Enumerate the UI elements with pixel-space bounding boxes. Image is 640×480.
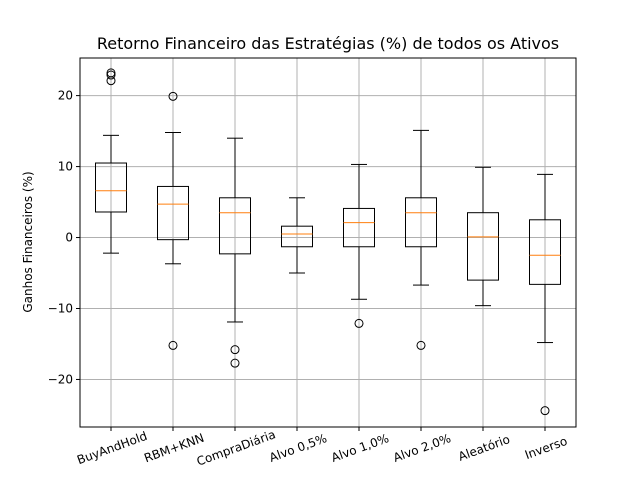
boxes-layer	[95, 68, 561, 416]
x-tick-label: BuyAndHold	[75, 429, 149, 467]
x-tick-label: Alvo 0,5%	[267, 431, 328, 465]
x-tick-label: CompraDiária	[195, 427, 278, 469]
outlier-point	[106, 68, 116, 78]
outlier-point	[354, 318, 364, 328]
y-tick-label: −20	[48, 372, 73, 386]
box-body	[529, 219, 561, 285]
x-tick-label: Alvo 2,0%	[391, 431, 452, 465]
box-6	[405, 129, 437, 350]
outlier-point	[230, 345, 240, 355]
outlier-point	[168, 91, 178, 101]
box-7	[467, 166, 499, 307]
y-tick-label: −10	[48, 301, 73, 315]
box-body	[281, 225, 313, 248]
box-3	[219, 137, 251, 368]
box-body	[467, 212, 499, 281]
x-tick-label: Inverso	[523, 434, 569, 462]
box-4	[281, 197, 313, 274]
box-2	[157, 91, 189, 350]
box-body	[343, 207, 375, 248]
box-8	[529, 173, 561, 416]
y-tick-label: 10	[58, 160, 73, 174]
x-tick-label: Aleatório	[456, 432, 511, 464]
box-body	[95, 162, 127, 213]
box-body	[157, 185, 189, 241]
box-body	[405, 197, 437, 248]
y-tick-label: 0	[65, 231, 73, 245]
x-tick-label: Alvo 1,0%	[329, 431, 390, 465]
grid-lines	[80, 58, 576, 427]
plot-frame	[79, 57, 577, 428]
outlier-point	[168, 340, 178, 350]
outlier-point	[106, 70, 116, 80]
box-body	[219, 197, 251, 255]
outlier-point	[230, 358, 240, 368]
box-5	[343, 163, 375, 328]
box-1	[95, 68, 127, 254]
outlier-point	[416, 340, 426, 350]
y-tick-label: 20	[58, 89, 73, 103]
chart-title: Retorno Financeiro das Estratégias (%) d…	[97, 34, 559, 53]
y-ticks: −20 −10 0 10 20	[48, 89, 80, 386]
outlier-point	[540, 406, 550, 416]
y-axis-label: Ganhos Financeiros (%)	[21, 171, 35, 312]
